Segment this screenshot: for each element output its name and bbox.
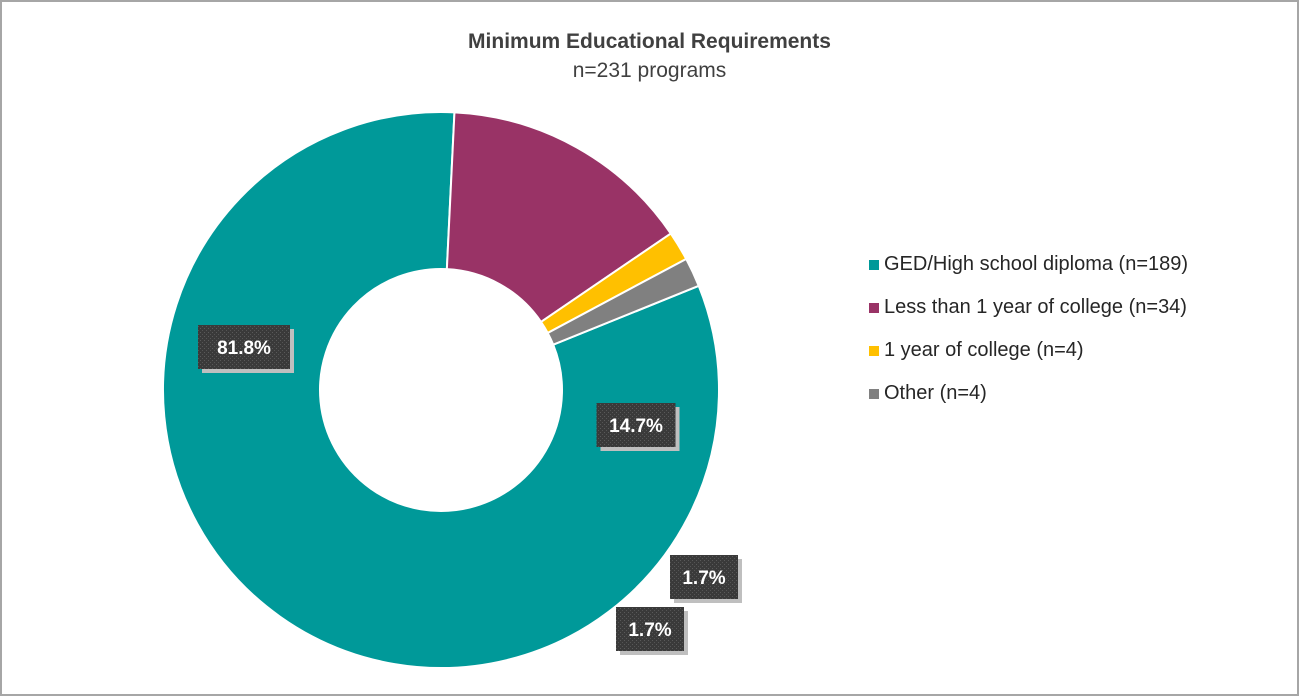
legend-swatch <box>869 345 879 356</box>
data-label: 1.7% <box>670 555 742 603</box>
donut-slice <box>445 111 673 324</box>
legend-swatch <box>869 302 879 313</box>
legend-label: Less than 1 year of college (n=34) <box>884 296 1187 318</box>
legend-label: Other (n=4) <box>884 382 987 404</box>
legend-swatch <box>869 259 879 270</box>
data-labels: 81.8% 14.7% 1.7% 1.7% <box>198 325 742 655</box>
svg-text:81.8%: 81.8% <box>217 338 271 359</box>
svg-text:1.7%: 1.7% <box>682 568 725 589</box>
legend-item: GED/High school diploma (n=189) <box>869 243 1188 286</box>
chart-subtitle: n=231 programs <box>572 59 727 82</box>
chart-title: Minimum Educational Requirements <box>468 30 831 53</box>
legend: GED/High school diploma (n=189) Less tha… <box>869 243 1188 415</box>
svg-text:1.7%: 1.7% <box>628 620 671 641</box>
legend-swatch <box>869 388 879 399</box>
data-label: 1.7% <box>616 607 688 655</box>
legend-label: 1 year of college (n=4) <box>884 339 1084 361</box>
legend-item: 1 year of college (n=4) <box>869 329 1188 372</box>
legend-label: GED/High school diploma (n=189) <box>884 253 1189 275</box>
svg-text:14.7%: 14.7% <box>609 416 663 437</box>
legend-item: Other (n=4) <box>869 372 1188 415</box>
donut-slice <box>546 257 701 346</box>
data-label: 81.8% <box>198 325 294 373</box>
donut-slices <box>162 111 720 669</box>
data-label: 14.7% <box>596 403 680 451</box>
donut-slice <box>162 111 720 669</box>
legend-item: Less than 1 year of college (n=34) <box>869 286 1188 329</box>
